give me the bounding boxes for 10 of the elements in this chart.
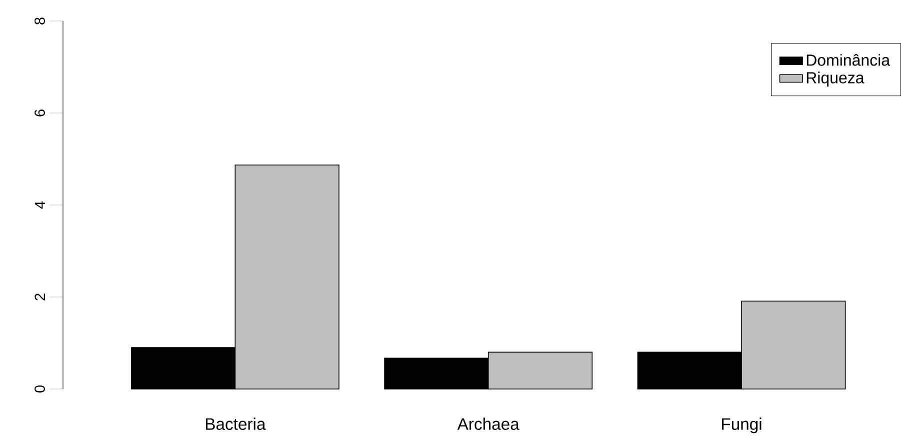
y-tick-label: 2 [34,294,45,300]
y-tick-label: 6 [34,110,45,116]
x-tick-label: Bacteria [206,418,266,430]
x-tick-label: Fungi [722,418,762,434]
x-tick-label: Archaea [457,418,520,430]
y-tick-label: 4 [34,201,45,209]
y-tick-label: 0 [34,385,45,392]
legend-label: Dominância [806,54,890,66]
legend-label: Riqueza [806,72,864,87]
y-tick-label: 8 [34,18,45,24]
